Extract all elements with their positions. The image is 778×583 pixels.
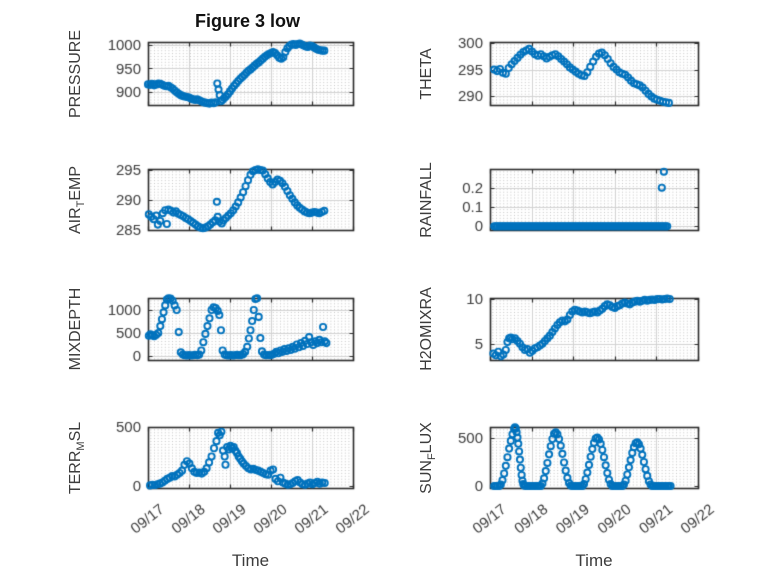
xlabel-time-right: Time [575, 551, 613, 570]
figure-title: Figure 3 low [194, 11, 300, 31]
ylabel-terr-msl: TERRMSL [67, 421, 87, 494]
ylabel-sun-flux: SUNFLUX [418, 421, 438, 494]
xlabel-time-left: Time [231, 551, 270, 570]
